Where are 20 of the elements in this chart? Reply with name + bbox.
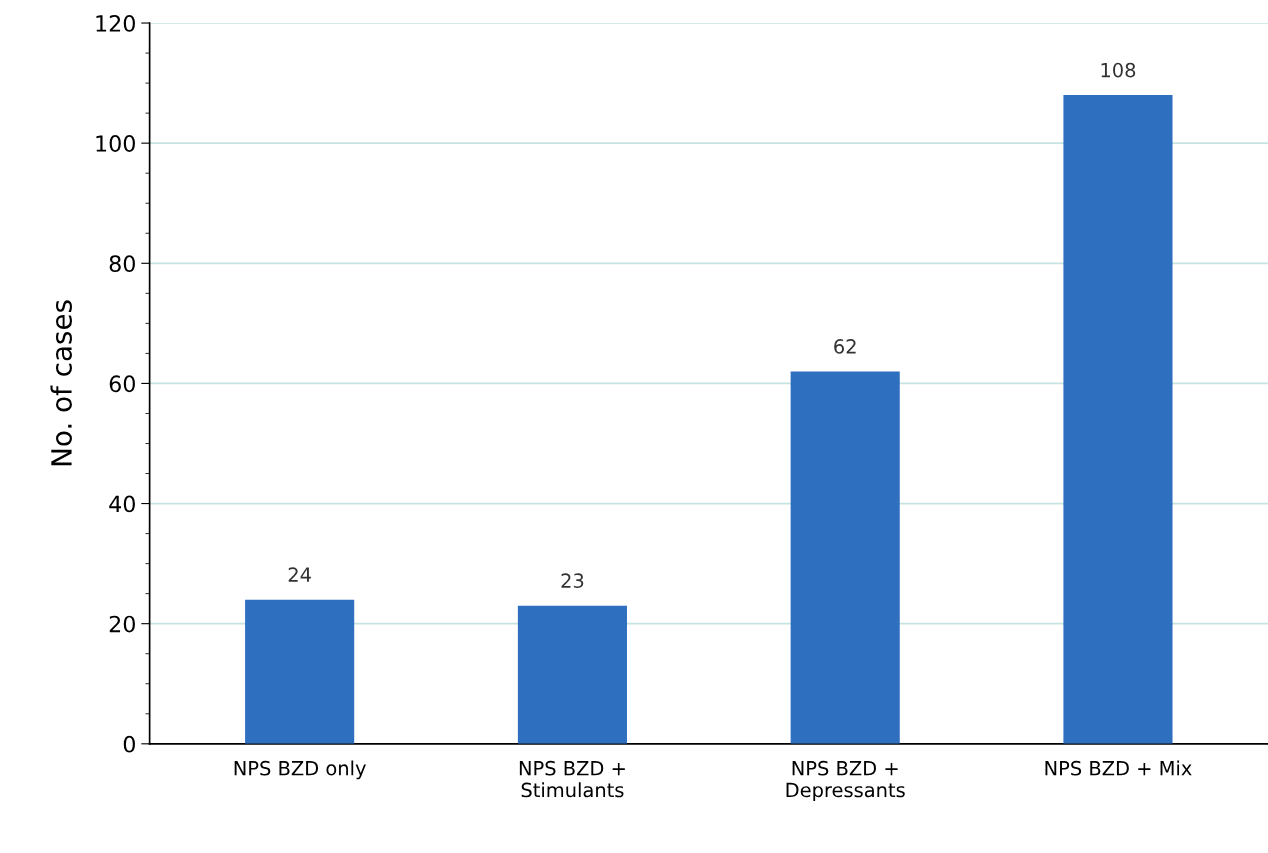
y-tick-label: 40 [109,495,135,513]
y-tick-label: 0 [123,735,135,753]
bar [790,371,900,744]
y-tick-label: 80 [109,255,135,273]
data-label: 24 [288,567,311,582]
data-label: 62 [834,339,856,354]
y-tick-label: 100 [96,135,135,152]
x-tick-label: NPS BZD + Stimulants [519,760,625,798]
y-tick-label: 20 [109,615,135,633]
x-tick-label: NPS BZD + Depressants [786,760,905,802]
x-tick-label: NPS BZD only [234,760,366,780]
bar [517,605,627,744]
y-axis-title: No. of cases [50,300,72,466]
data-label: 108 [1101,62,1136,78]
data-label: 23 [561,573,584,589]
y-tick-label: 60 [109,375,135,393]
x-tick-label: NPS BZD + Mix [1045,760,1192,776]
y-tick-label: 120 [96,14,135,32]
bar [245,599,355,744]
bar [1063,95,1173,744]
